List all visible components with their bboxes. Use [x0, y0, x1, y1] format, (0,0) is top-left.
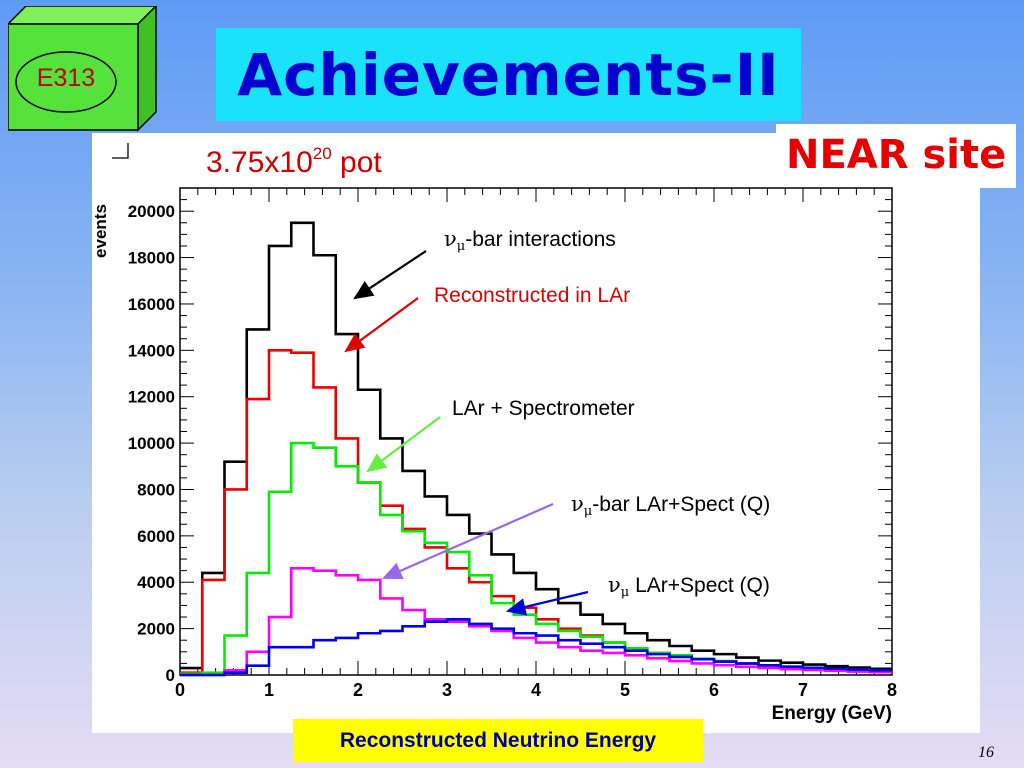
annotation-reconstructed: Reconstructed in LAr — [434, 284, 630, 307]
slide-title: Achievements-II — [237, 40, 780, 109]
arrow-numu-q — [505, 590, 589, 616]
plot-frame — [179, 187, 893, 676]
annotation-numu-q: νμ LAr+Spect (Q) — [608, 573, 770, 600]
corner-mark — [112, 143, 129, 159]
e313-cube-logo — [8, 6, 158, 132]
pot-unit: pot — [340, 146, 382, 179]
y-tick-label: 8000 — [137, 480, 175, 499]
logo-label: E313 — [36, 64, 96, 92]
histogram-series-3 — [180, 567, 892, 677]
y-tick-label: 0 — [166, 666, 175, 685]
annotation-lar-spectrometer: LAr + Spectrometer — [452, 397, 635, 420]
x-tick-label: 1 — [264, 680, 274, 700]
pot-base: 3.75x10 — [206, 146, 313, 179]
x-axis-label: Energy (GeV) — [772, 703, 892, 724]
title-box: Achievements-II — [216, 28, 801, 121]
y-tick-label: 16000 — [128, 295, 175, 314]
annotation-interactions: νμ-bar interactions — [444, 227, 616, 254]
near-site-label: NEAR site — [786, 132, 1007, 178]
arrow-reconstructed — [344, 297, 419, 353]
x-tick-label: 2 — [353, 680, 363, 700]
histogram-series-0 — [180, 221, 892, 671]
x-axis-caption: Reconstructed Neutrino Energy — [339, 728, 657, 752]
x-tick-label: 8 — [887, 680, 897, 700]
y-tick-label: 6000 — [137, 527, 175, 546]
annotation-numubar-q: νμ-bar LAr+Spect (Q) — [571, 492, 770, 519]
arrow-numubar-q — [381, 502, 554, 580]
x-tick-label: 0 — [175, 680, 185, 700]
x-tick-label: 6 — [709, 680, 719, 700]
y-axis-label: events — [91, 204, 110, 258]
y-tick-label: 14000 — [128, 341, 175, 360]
x-tick-label: 4 — [531, 680, 541, 700]
x-tick-label: 3 — [442, 680, 452, 700]
histogram-series-4 — [180, 618, 892, 677]
y-tick-label: 20000 — [128, 202, 175, 221]
x-axis-caption-box: Reconstructed Neutrino Energy — [293, 719, 703, 762]
near-site-box — [776, 124, 1016, 188]
y-tick-label: 18000 — [128, 249, 175, 268]
y-tick-label: 4000 — [137, 573, 175, 592]
y-tick-label: 10000 — [128, 434, 175, 453]
pot-exponent: 20 — [312, 144, 332, 163]
page-number: 16 — [978, 744, 994, 761]
arrow-lar-spectrometer — [366, 416, 441, 473]
y-tick-label: 2000 — [137, 620, 175, 639]
x-tick-label: 5 — [620, 680, 630, 700]
y-tick-label: 12000 — [128, 388, 175, 407]
x-tick-label: 7 — [798, 680, 808, 700]
pot-label: 3.75x1020 pot — [206, 144, 382, 180]
arrow-interactions — [353, 250, 427, 300]
